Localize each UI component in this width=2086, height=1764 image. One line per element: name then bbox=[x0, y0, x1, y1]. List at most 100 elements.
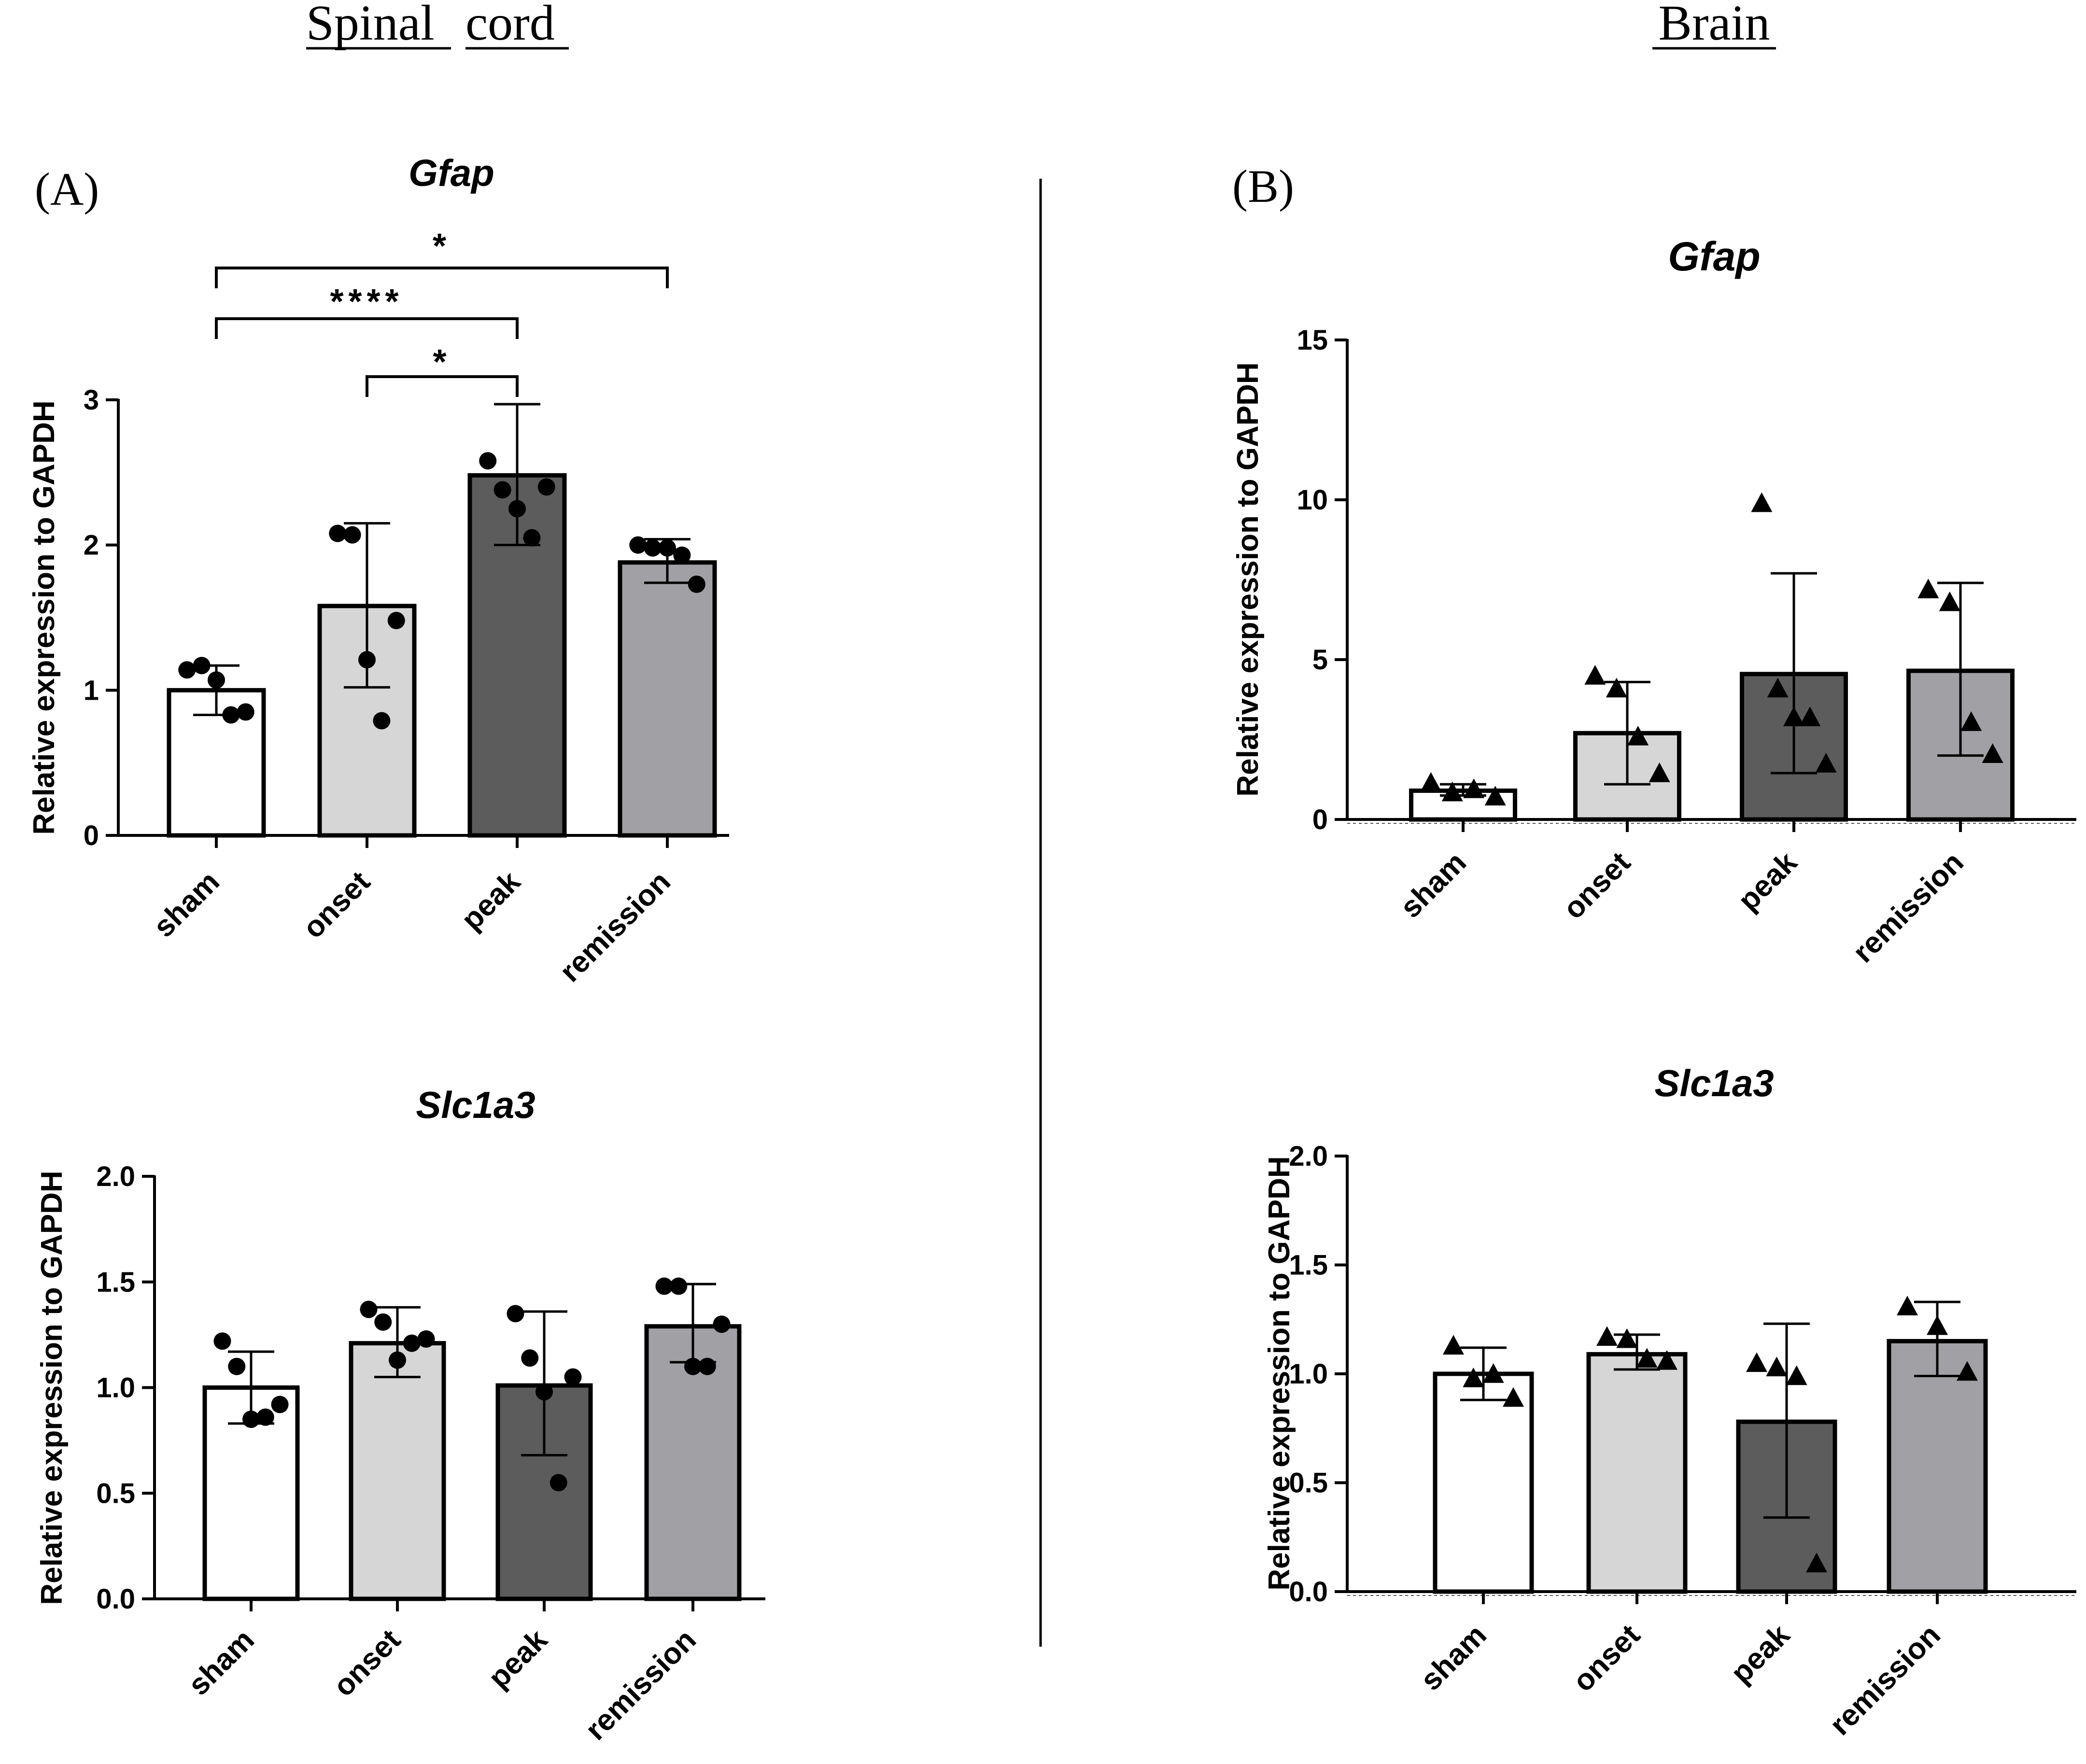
error-bar-remission bbox=[1937, 581, 1984, 757]
panel-a-label: (A) bbox=[35, 163, 99, 215]
x-tick-label-sham: sham bbox=[182, 1623, 261, 1702]
data-point bbox=[1767, 677, 1789, 698]
data-point bbox=[1584, 665, 1606, 685]
data-point bbox=[1616, 1328, 1638, 1348]
data-point bbox=[1957, 1361, 1978, 1381]
x-tick-label-onset: onset bbox=[1557, 846, 1637, 926]
data-point bbox=[1656, 1350, 1677, 1370]
y-tick-label: 2.0 bbox=[96, 1161, 135, 1192]
data-point bbox=[389, 1351, 406, 1369]
data-point bbox=[1606, 677, 1627, 698]
significance-bracket: **** bbox=[215, 282, 519, 339]
data-point bbox=[521, 1349, 539, 1367]
chart-brain-gfap: Gfap Relative expression to GAPDH 0 5 10 15 sh… bbox=[1231, 234, 2076, 969]
data-point bbox=[403, 1334, 421, 1352]
error-bar-remission bbox=[1914, 1300, 1960, 1378]
x-tick-label-peak: peak bbox=[482, 1623, 554, 1695]
data-point bbox=[256, 1408, 274, 1426]
y-tick-label: 0.0 bbox=[96, 1583, 135, 1615]
data-point bbox=[523, 529, 541, 547]
data-point bbox=[1917, 579, 1939, 599]
y-tick-label: 1.0 bbox=[96, 1372, 135, 1404]
x-tick-label-onset: onset bbox=[327, 1623, 407, 1703]
header-left-word2: cord bbox=[465, 0, 555, 51]
y-tick-label: 1 bbox=[84, 675, 99, 706]
data-point bbox=[493, 481, 511, 499]
data-point bbox=[1463, 778, 1485, 798]
data-point bbox=[374, 1313, 392, 1331]
data-point bbox=[193, 657, 211, 675]
data-point bbox=[1482, 1363, 1504, 1383]
data-point bbox=[507, 1305, 524, 1323]
data-point bbox=[242, 1411, 260, 1428]
data-point bbox=[1786, 1365, 1807, 1385]
panel-b-label: (B) bbox=[1232, 160, 1294, 212]
data-point bbox=[1463, 1368, 1484, 1387]
data-point bbox=[1751, 492, 1773, 512]
data-point bbox=[1746, 1352, 1767, 1372]
x-tick-label-onset: onset bbox=[296, 865, 377, 945]
data-point bbox=[1939, 591, 1960, 611]
data-point bbox=[1815, 753, 1837, 773]
significance-label: **** bbox=[330, 282, 403, 321]
data-point bbox=[237, 703, 254, 721]
x-tick-label-remission: remission bbox=[1823, 1618, 1947, 1742]
bar-onset bbox=[1586, 1352, 1688, 1594]
data-point bbox=[508, 500, 526, 518]
chart-title: Slc1a3 bbox=[416, 1084, 535, 1126]
data-point bbox=[629, 536, 647, 554]
error-bar-peak bbox=[1763, 1322, 1810, 1519]
x-tick-label-peak: peak bbox=[1732, 846, 1804, 917]
chart-spinal-cord-gfap: Gfap Relative expression to GAPDH 0 1 2 3 sham… bbox=[28, 152, 729, 988]
data-point bbox=[670, 1277, 688, 1295]
data-point bbox=[673, 546, 691, 564]
bracket-line bbox=[215, 317, 519, 339]
y-axis-label: Relative expression to GAPDH bbox=[28, 400, 61, 834]
data-point bbox=[1441, 781, 1463, 802]
data-point bbox=[1927, 1315, 1948, 1335]
y-tick-label: 0 bbox=[1312, 804, 1328, 835]
data-point bbox=[698, 1357, 716, 1375]
data-point bbox=[343, 526, 361, 544]
data-point bbox=[655, 1277, 673, 1295]
significance-label: * bbox=[433, 227, 451, 266]
data-point bbox=[1484, 786, 1506, 806]
data-point bbox=[1806, 1552, 1827, 1573]
y-tick-label: 0.0 bbox=[1289, 1576, 1328, 1608]
data-point bbox=[688, 575, 705, 593]
data-point bbox=[564, 1368, 582, 1386]
y-tick-label: 2.0 bbox=[1289, 1141, 1328, 1172]
data-point bbox=[1960, 711, 1982, 731]
x-tick-label-remission: remission bbox=[553, 865, 677, 988]
data-point bbox=[1627, 725, 1649, 746]
x-tick-label-sham: sham bbox=[147, 865, 226, 944]
significance-bracket: * bbox=[215, 227, 669, 288]
y-axis-label: Relative expression to GAPDH bbox=[35, 1171, 69, 1605]
header-left: Spinal cord bbox=[306, 0, 569, 51]
y-tick-label: 15 bbox=[1297, 325, 1328, 356]
data-point bbox=[271, 1396, 289, 1413]
bar-remission bbox=[1887, 1339, 1988, 1594]
bracket-line bbox=[215, 267, 669, 288]
data-point bbox=[360, 1300, 378, 1318]
header-left-word1: Spinal bbox=[306, 0, 435, 51]
error-bar-peak bbox=[1771, 572, 1817, 775]
data-point bbox=[1596, 1326, 1618, 1346]
x-tick-label-peak: peak bbox=[1724, 1618, 1796, 1690]
data-point bbox=[1503, 1387, 1524, 1407]
header-right-title: Brain bbox=[1658, 0, 1770, 51]
data-point bbox=[213, 1332, 231, 1350]
chart-title: Gfap bbox=[1668, 234, 1760, 279]
data-point bbox=[1799, 706, 1821, 726]
data-point bbox=[329, 524, 347, 542]
header-right: Brain bbox=[1652, 0, 1776, 51]
data-point bbox=[644, 539, 662, 557]
data-point bbox=[1766, 1356, 1788, 1377]
y-tick-label: 5 bbox=[1312, 644, 1328, 676]
x-tick-label-sham: sham bbox=[1394, 846, 1473, 924]
y-tick-label: 0.5 bbox=[96, 1478, 135, 1509]
data-point bbox=[373, 712, 391, 730]
x-tick-label-peak: peak bbox=[455, 865, 527, 937]
